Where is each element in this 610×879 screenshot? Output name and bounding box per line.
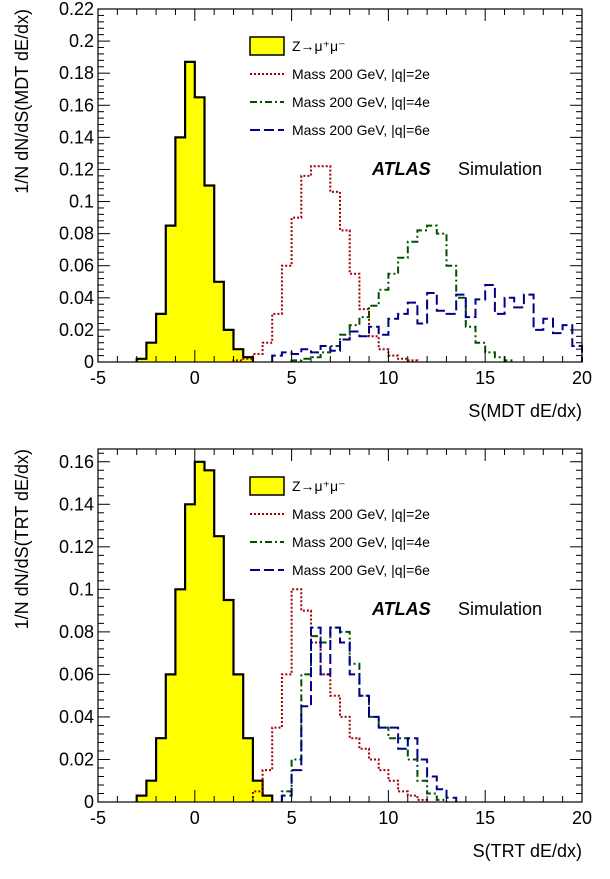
simulation-label: Simulation — [458, 599, 542, 619]
x-tick-label: 20 — [572, 368, 592, 388]
y-tick-label: 0.08 — [59, 622, 94, 642]
x-tick-label: 15 — [475, 368, 495, 388]
y-tick-label: 0.14 — [59, 494, 94, 514]
trt-dedx-histogram: -5 0 5 10 15 2000.020.040.060.080.10.120.140.… — [12, 448, 592, 861]
y-tick-label: 0.2 — [69, 31, 94, 51]
legend-entry: Z→μ⁺μ⁻ — [292, 38, 345, 54]
x-tick-label: 5 — [287, 368, 297, 388]
x-tick-label: 20 — [572, 808, 592, 828]
x-axis-label: S(MDT dE/dx) — [468, 401, 582, 421]
y-tick-label: 0.04 — [59, 707, 94, 727]
y-axis-label: 1/N dN/dS(TRT dE/dx) — [12, 449, 32, 629]
y-tick-label: 0.06 — [59, 664, 94, 684]
histogram-series-0 — [135, 460, 274, 802]
x-tick-label: 5 — [287, 808, 297, 828]
x-axis-label: S(TRT dE/dx) — [473, 841, 582, 861]
y-tick-label: 0 — [84, 792, 94, 812]
histogram-series-3 — [271, 284, 583, 362]
y-tick-label: 0.22 — [59, 0, 94, 19]
plot-frame — [97, 448, 583, 803]
x-tick-label: 10 — [378, 368, 398, 388]
histogram-series-2 — [280, 626, 448, 802]
y-tick-label: 0.08 — [59, 224, 94, 244]
mdt-dedx-histogram: -5 0 5 10 15 2000.020.040.060.080.10.120.140.… — [12, 0, 592, 421]
y-tick-label: 0.16 — [59, 452, 94, 472]
histogram-series-1 — [251, 588, 429, 802]
legend-entry: Mass 200 GeV, |q|=4e — [292, 534, 430, 550]
x-tick-label: 10 — [378, 808, 398, 828]
y-tick-label: 0.1 — [69, 579, 94, 599]
y-axis-label: 1/N dN/dS(MDT dE/dx) — [12, 9, 32, 194]
legend-entry: Mass 200 GeV, |q|=2e — [292, 506, 430, 522]
legend-swatch — [249, 36, 285, 56]
legend-entry: Mass 200 GeV, |q|=6e — [292, 562, 430, 578]
y-tick-label: 0.14 — [59, 127, 94, 147]
atlas-label: ATLAS — [371, 599, 431, 619]
x-tick-label: -5 — [90, 368, 106, 388]
y-tick-label: 0.1 — [69, 192, 94, 212]
y-tick-label: 0.02 — [59, 320, 94, 340]
y-tick-label: 0 — [84, 352, 94, 372]
y-tick-label: 0.12 — [59, 537, 94, 557]
histogram-series-2 — [290, 224, 516, 362]
x-tick-label: -5 — [90, 808, 106, 828]
legend-swatch — [249, 476, 285, 496]
x-tick-label: 0 — [190, 368, 200, 388]
histogram-series-0 — [135, 60, 254, 362]
y-tick-label: 0.06 — [59, 256, 94, 276]
simulation-label: Simulation — [458, 159, 542, 179]
plot-frame — [97, 8, 583, 363]
legend-entry: Mass 200 GeV, |q|=6e — [292, 122, 430, 138]
legend-entry: Mass 200 GeV, |q|=2e — [292, 66, 430, 82]
y-tick-label: 0.18 — [59, 63, 94, 83]
histogram-series-1 — [232, 165, 419, 362]
y-tick-label: 0.12 — [59, 159, 94, 179]
atlas-label: ATLAS — [371, 159, 431, 179]
y-tick-label: 0.16 — [59, 95, 94, 115]
legend-entry: Mass 200 GeV, |q|=4e — [292, 94, 430, 110]
legend-entry: Z→μ⁺μ⁻ — [292, 478, 345, 494]
histogram-series-3 — [280, 626, 458, 802]
x-tick-label: 15 — [475, 808, 495, 828]
y-tick-label: 0.02 — [59, 749, 94, 769]
x-tick-label: 0 — [190, 808, 200, 828]
y-tick-label: 0.04 — [59, 288, 94, 308]
